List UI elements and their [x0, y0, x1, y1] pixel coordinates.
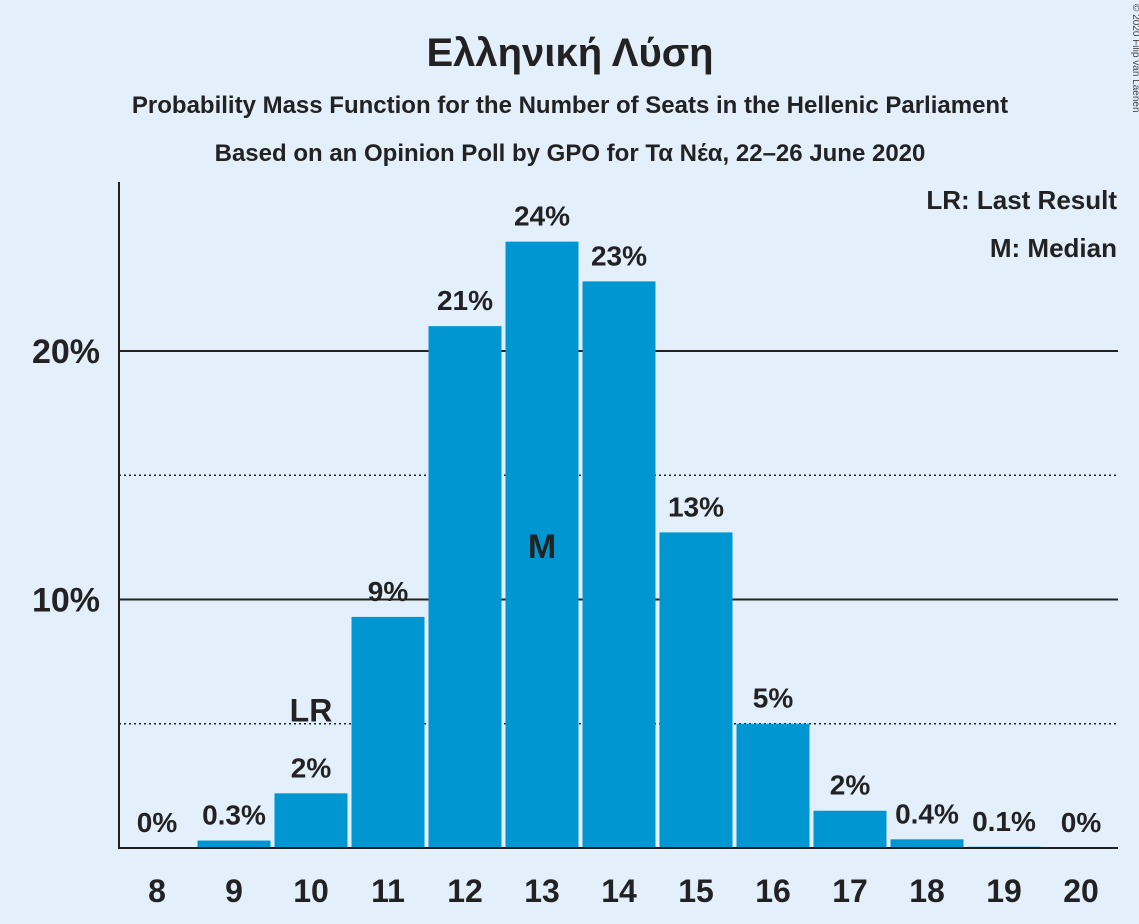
bar-10 [274, 793, 348, 848]
x-axis-labels: 8 9 10 11 12 13 14 15 16 17 18 19 20 [148, 873, 1099, 909]
x-tick-label-20: 20 [1063, 873, 1099, 909]
bar-14 [582, 281, 656, 849]
data-label-17: 2% [830, 770, 871, 801]
bar-12 [428, 326, 502, 848]
chart-subtitle-2: Based on an Opinion Poll by GPO for Τα Ν… [215, 140, 926, 167]
x-tick-label-11: 11 [371, 873, 405, 909]
data-labels: 0% 0.3% 2% 9% 21% 24% 23% 13% 5% 2% 0.4% 0.1% 0% LR M [137, 201, 1102, 838]
data-label-14: 23% [591, 240, 647, 271]
data-label-11: 9% [368, 576, 409, 607]
bar-17 [813, 810, 887, 848]
data-label-20: 0% [1061, 807, 1102, 838]
legend-last-result: LR: Last Result [926, 185, 1117, 215]
last-result-marker: LR [290, 693, 333, 729]
x-tick-label-15: 15 [678, 873, 714, 909]
legend-median: M: Median [990, 233, 1117, 263]
chart-title: Ελληνική Λύση [426, 31, 713, 75]
data-label-18: 0.4% [895, 798, 959, 829]
bar-11 [351, 616, 425, 848]
y-tick-label: 20% [32, 333, 100, 371]
data-label-12: 21% [437, 285, 493, 316]
bar-9 [197, 840, 271, 848]
x-tick-label-19: 19 [986, 873, 1022, 909]
x-tick-label-14: 14 [601, 873, 637, 909]
y-axis-labels: 10% 20% [32, 333, 100, 620]
data-label-9: 0.3% [202, 800, 266, 831]
x-tick-label-9: 9 [225, 873, 243, 909]
data-label-8: 0% [137, 807, 178, 838]
y-tick-label: 10% [32, 581, 100, 619]
x-tick-label-13: 13 [524, 873, 560, 909]
x-tick-label-17: 17 [832, 873, 868, 909]
bar-13 [505, 241, 579, 848]
chart-subtitle-1: Probability Mass Function for the Number… [132, 92, 1008, 119]
median-marker: M [528, 528, 556, 566]
bar-18 [890, 839, 964, 848]
bar-16 [736, 723, 810, 848]
bars [197, 241, 1041, 849]
x-tick-label-8: 8 [148, 873, 166, 909]
x-tick-label-18: 18 [909, 873, 945, 909]
data-label-10: 2% [291, 752, 332, 783]
data-label-19: 0.1% [972, 806, 1036, 837]
x-tick-label-12: 12 [447, 873, 483, 909]
x-tick-label-16: 16 [755, 873, 791, 909]
data-label-16: 5% [753, 683, 794, 714]
copyright-notice: © 2020 Filip van Laenen [1130, 4, 1139, 113]
data-label-13: 24% [514, 201, 570, 232]
x-tick-label-10: 10 [293, 873, 329, 909]
data-label-15: 13% [668, 491, 724, 522]
bar-15 [659, 532, 733, 848]
